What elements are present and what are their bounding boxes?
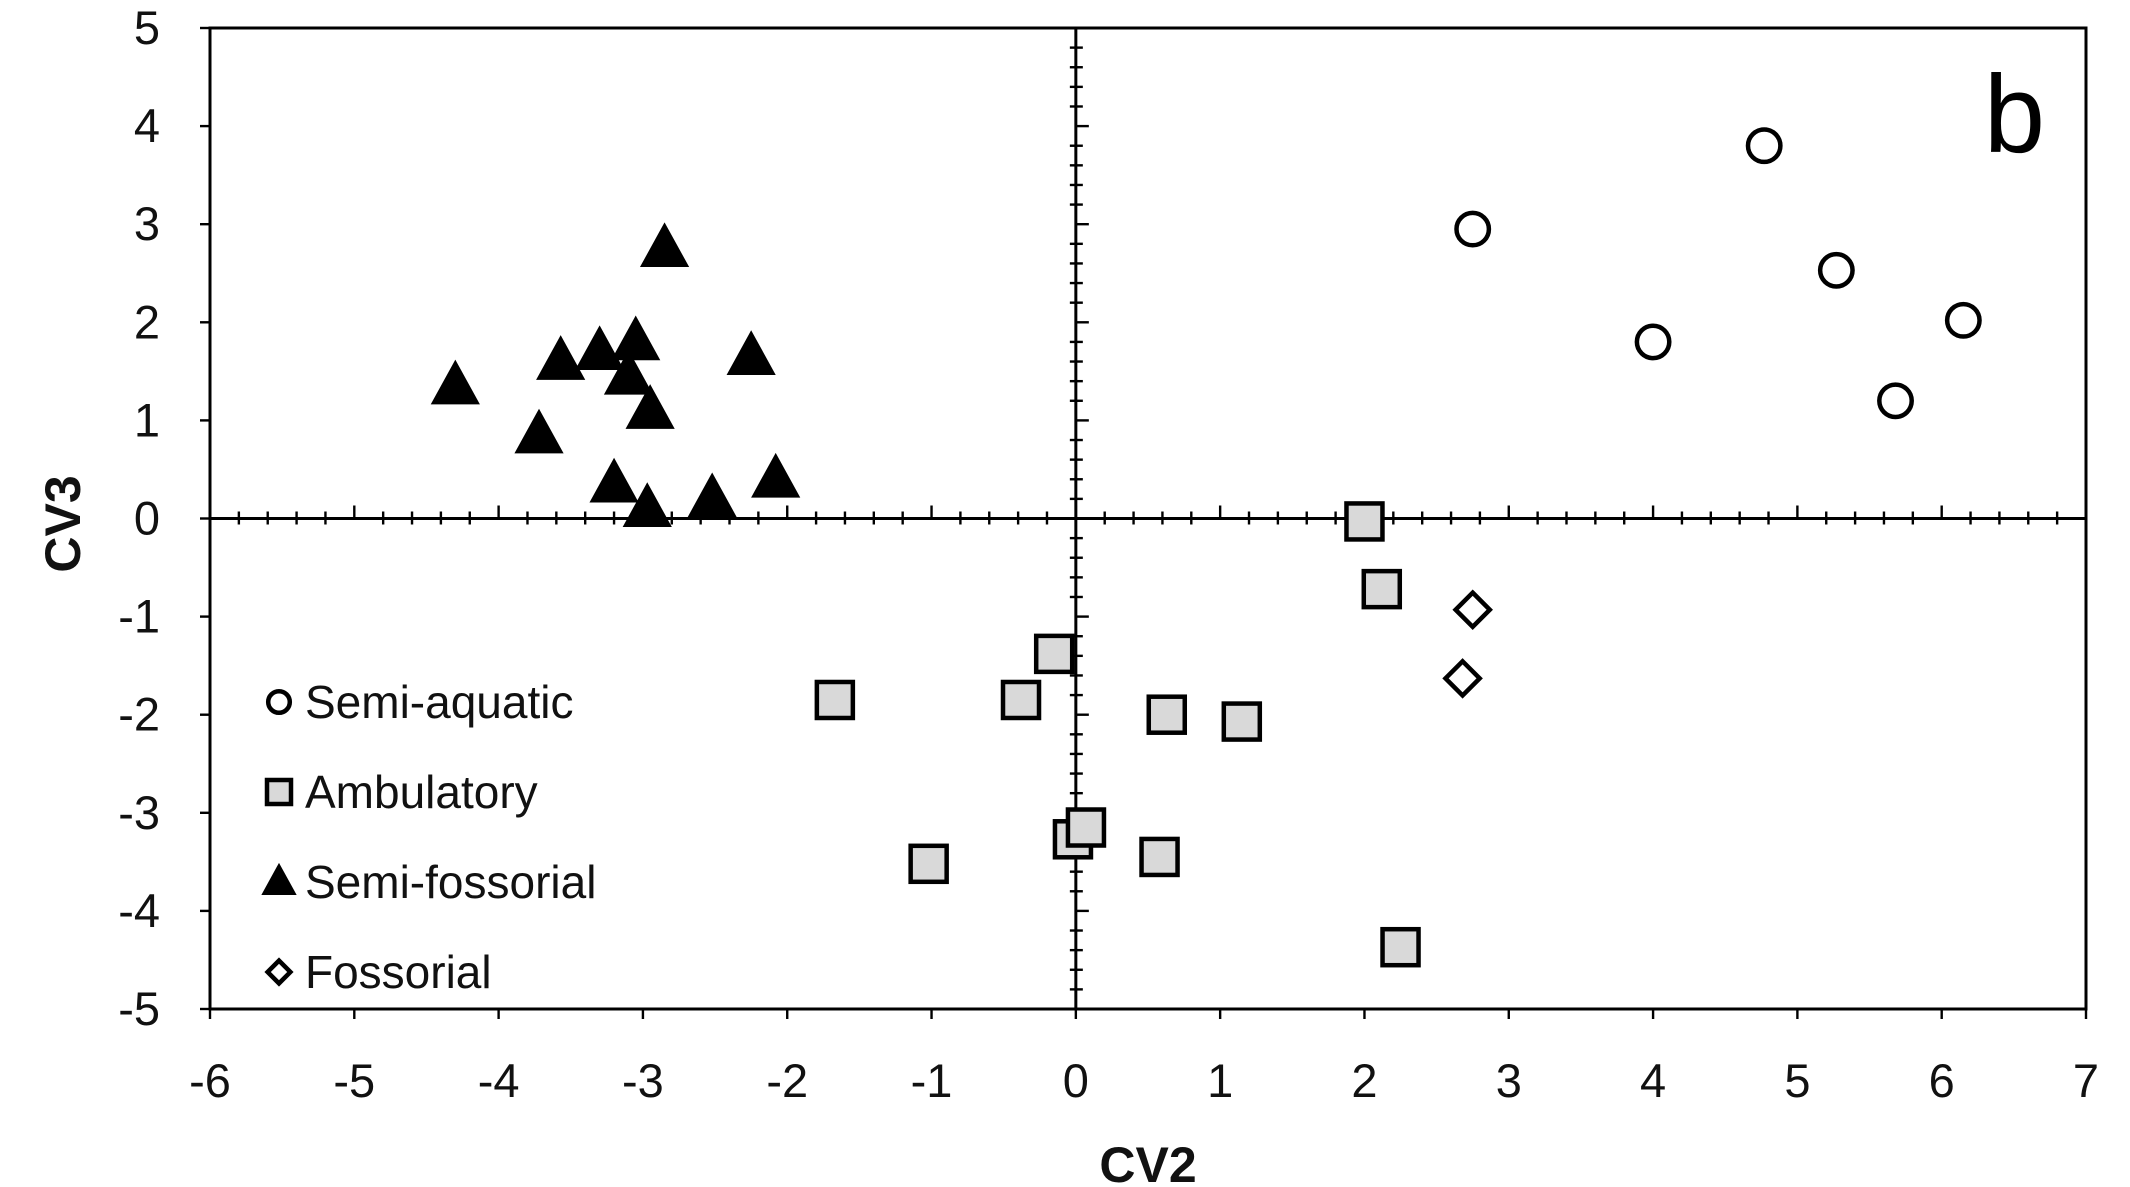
- semi-aquatic-point: [1634, 323, 1672, 361]
- y-tick-label: 2: [134, 295, 160, 348]
- ambulatory-point: [1000, 679, 1042, 721]
- x-tick-label: 2: [1351, 1054, 1377, 1107]
- ambulatory-point: [1344, 501, 1385, 542]
- ambulatory-point: [1380, 926, 1421, 968]
- ambulatory-point: [908, 843, 949, 885]
- x-tick-label: -1: [911, 1054, 953, 1107]
- legend-label: Semi-aquatic: [305, 676, 573, 728]
- x-tick-label: 5: [1784, 1054, 1810, 1107]
- legend-label: Semi-fossorial: [305, 856, 596, 908]
- data-points: [430, 127, 1982, 968]
- tick-labels: -6 -5 -4 -3 -2 -1 0 1 2 3 4 5 6 7 5 4 3 2 1 0 -1 -2 -3 -4 -5: [118, 1, 2099, 1107]
- semi-aquatic-point: [1944, 301, 1982, 339]
- semi-aquatic-legend-marker: [265, 688, 293, 716]
- ambulatory-point: [814, 679, 856, 721]
- x-tick-label: 4: [1640, 1054, 1666, 1107]
- x-tick-label: 7: [2073, 1054, 2099, 1107]
- x-tick-label: -3: [622, 1054, 664, 1107]
- fossorial-point: [1442, 658, 1483, 699]
- semi-fossorial-point: [536, 335, 586, 380]
- fossorial-point: [1452, 589, 1493, 631]
- ambulatory-point: [1146, 694, 1188, 735]
- y-tick-label: 1: [134, 393, 160, 446]
- y-tick-label: -2: [118, 688, 160, 741]
- x-tick-label: -4: [478, 1054, 520, 1107]
- y-tick-label: -5: [118, 982, 160, 1035]
- y-tick-label: 5: [134, 1, 160, 54]
- semi-aquatic-point: [1745, 127, 1783, 165]
- semi-fossorial-point: [726, 330, 776, 375]
- ambulatory-point: [1361, 568, 1403, 610]
- x-tick-label: 3: [1496, 1054, 1522, 1107]
- y-tick-label: -3: [118, 786, 160, 839]
- y-axis-title: CV3: [35, 475, 91, 572]
- ambulatory-point: [1221, 701, 1263, 742]
- y-tick-label: 4: [134, 99, 160, 152]
- y-tick-label: -4: [118, 884, 160, 937]
- semi-fossorial-point: [575, 325, 625, 371]
- semi-fossorial-legend-marker: [261, 862, 297, 895]
- x-tick-label: -5: [333, 1054, 375, 1107]
- x-tick-label: -6: [189, 1054, 231, 1107]
- semi-aquatic-point: [1454, 210, 1492, 248]
- ambulatory-legend-marker: [264, 777, 294, 807]
- semi-fossorial-point: [514, 408, 564, 454]
- fossorial-legend-marker: [264, 957, 294, 987]
- semi-fossorial-point: [625, 384, 675, 429]
- ambulatory-point: [1065, 807, 1107, 848]
- semi-fossorial-point: [430, 359, 480, 405]
- semi-fossorial-point: [751, 452, 801, 498]
- x-tick-label: 0: [1063, 1054, 1089, 1107]
- y-tick-label: 3: [134, 197, 160, 250]
- semi-fossorial-point: [687, 472, 737, 518]
- semi-fossorial-point: [589, 457, 639, 503]
- semi-fossorial-point: [603, 349, 654, 395]
- x-tick-label: 6: [1929, 1054, 1955, 1107]
- semi-fossorial-point: [639, 222, 690, 268]
- x-tick-label: -2: [766, 1054, 808, 1107]
- panel-label: b: [1984, 53, 2045, 176]
- semi-aquatic-point: [1877, 382, 1914, 420]
- semi-aquatic-point: [1817, 251, 1855, 289]
- semi-fossorial-point: [611, 315, 661, 361]
- x-axis-title: CV2: [1099, 1137, 1196, 1187]
- legend-label: Fossorial: [305, 946, 492, 998]
- x-tick-label: 1: [1207, 1054, 1233, 1107]
- legend-label: Ambulatory: [305, 766, 538, 818]
- semi-fossorial-point: [622, 482, 672, 528]
- ambulatory-point: [1033, 633, 1075, 675]
- ambulatory-point: [1139, 836, 1180, 878]
- y-tick-label: 0: [134, 492, 160, 545]
- legend: Semi-aquatic Ambulatory Semi-fossorial Foss…: [261, 676, 596, 998]
- y-tick-label: -1: [118, 590, 160, 643]
